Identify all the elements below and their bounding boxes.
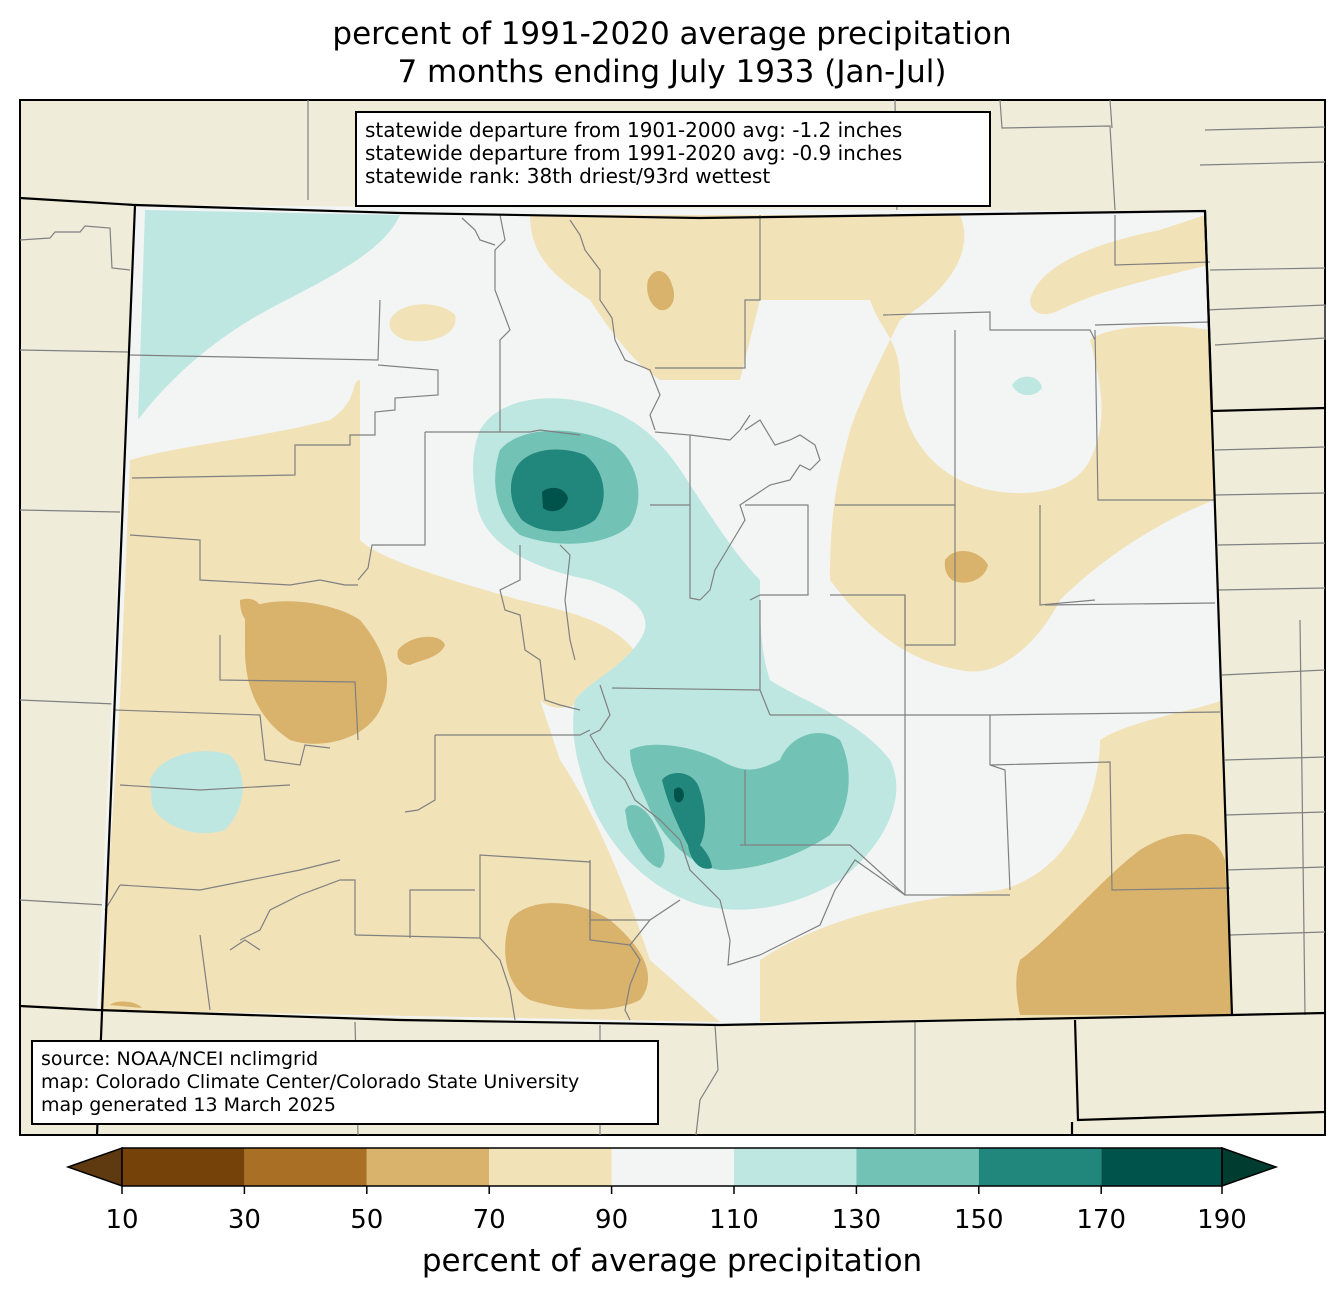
- colorbar-tick-label: 190: [1197, 1205, 1247, 1235]
- neighbor-county-lines: [19, 99, 1326, 1136]
- colorbar-extend-high: [1221, 1146, 1279, 1188]
- colorbar-tick-label: 30: [227, 1205, 261, 1235]
- stats-rank: statewide rank: 38th driest/93rd wettest: [365, 164, 771, 188]
- colorbar: [65, 1146, 1279, 1194]
- colorbar-bin-110-130: [734, 1148, 857, 1186]
- colorbar-tick-label: 110: [709, 1205, 759, 1235]
- colorbar-tick-label: 150: [953, 1205, 1004, 1235]
- contour-50-70: [110, 270, 1232, 1015]
- stats-box: statewide departure from 1901-2000 avg: …: [355, 111, 991, 207]
- colorbar-label: percent of average precipitation: [421, 1243, 923, 1279]
- colorbar-bin-90-110: [611, 1148, 734, 1186]
- map-title-line1: percent of 1991-2020 average precipitati…: [332, 16, 1012, 52]
- colorbar-bin-70-90: [489, 1148, 612, 1186]
- colorbar-tick-label: 50: [350, 1205, 384, 1235]
- colorbar-tick-label: 170: [1076, 1205, 1126, 1235]
- colorbar-bin-10-30: [122, 1148, 245, 1186]
- colorbar-bin-50-70: [366, 1148, 490, 1186]
- generated-date-line: map generated 13 March 2025: [41, 1094, 336, 1116]
- stats-departure-1991: statewide departure from 1991-2020 avg: …: [365, 141, 903, 165]
- state-borders: [19, 196, 1326, 1136]
- map-credit-line: map: Colorado Climate Center/Colorado St…: [41, 1071, 580, 1093]
- colorbar-bin-130-150: [856, 1148, 979, 1186]
- colorbar-bin-150-170: [978, 1148, 1102, 1186]
- map-title-line2: 7 months ending July 1933 (Jan-Jul): [397, 54, 947, 90]
- source-line: source: NOAA/NCEI nclimgrid: [41, 1048, 319, 1070]
- colorbar-bin-30-50: [244, 1148, 367, 1186]
- colorado-county-lines: [104, 214, 1231, 1021]
- contour-170-190: [542, 487, 684, 803]
- colorbar-ticks: [121, 1186, 1223, 1194]
- source-box: source: NOAA/NCEI nclimgrid map: Colorad…: [31, 1040, 659, 1125]
- colorbar-tick-label: 90: [595, 1205, 629, 1235]
- stats-departure-1901: statewide departure from 1901-2000 avg: …: [365, 118, 903, 142]
- colorbar-frame: [121, 1147, 1223, 1187]
- colorbar-extend-low: [65, 1146, 123, 1188]
- colorbar-tick-label: 10: [105, 1205, 139, 1235]
- colorbar-tick-label: 70: [472, 1205, 506, 1235]
- colorbar-bin-170-190: [1101, 1148, 1222, 1186]
- colorbar-tick-label: 130: [831, 1205, 882, 1235]
